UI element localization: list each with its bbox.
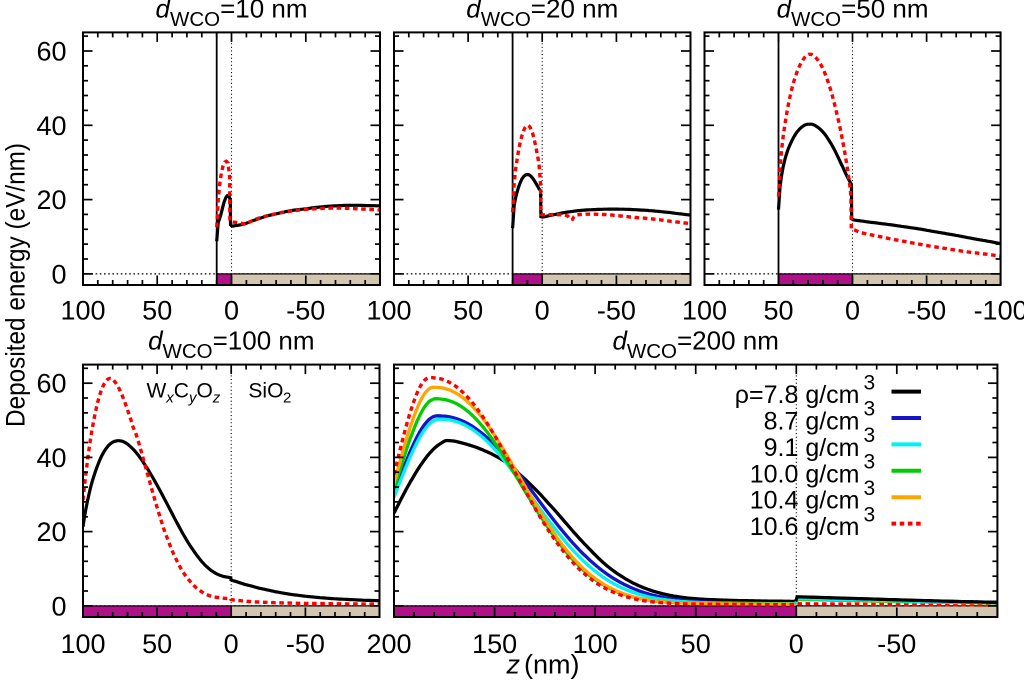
svg-text:20: 20 (36, 185, 66, 215)
svg-text:20: 20 (36, 517, 66, 547)
svg-text:ρ=7.8 g/cm: ρ=7.8 g/cm (735, 381, 860, 409)
svg-text:0: 0 (51, 591, 66, 621)
svg-text:x: x (165, 390, 174, 407)
svg-text:50: 50 (142, 296, 172, 326)
svg-text:100: 100 (682, 296, 727, 326)
svg-text:50: 50 (763, 296, 793, 326)
svg-text:3: 3 (864, 398, 876, 421)
svg-text:0: 0 (224, 296, 239, 326)
svg-text:0: 0 (535, 296, 550, 326)
svg-text:0: 0 (224, 629, 239, 659)
svg-text:WCO: WCO (627, 340, 677, 363)
svg-text:z: z (212, 390, 221, 407)
svg-text:3: 3 (864, 371, 876, 394)
svg-text:200: 200 (366, 629, 411, 659)
svg-text:-100: -100 (974, 296, 1024, 326)
svg-text:50: 50 (453, 296, 483, 326)
svg-text:100: 100 (60, 629, 105, 659)
svg-text:10.4 g/cm: 10.4 g/cm (750, 487, 860, 515)
svg-text:50: 50 (681, 629, 711, 659)
svg-text:z: z (506, 650, 521, 680)
svg-text:40: 40 (36, 111, 66, 141)
svg-text:100: 100 (366, 296, 411, 326)
svg-text:-50: -50 (877, 629, 916, 659)
svg-text:=200 nm: =200 nm (677, 325, 779, 355)
svg-text:0: 0 (51, 259, 66, 289)
svg-text:3: 3 (864, 451, 876, 474)
svg-text:100: 100 (60, 296, 105, 326)
svg-text:-50: -50 (907, 296, 946, 326)
svg-text:0: 0 (845, 296, 860, 326)
svg-text:-50: -50 (597, 296, 636, 326)
svg-text:10.0 g/cm: 10.0 g/cm (750, 460, 860, 488)
svg-text:-50: -50 (286, 296, 325, 326)
svg-text:=50 nm: =50 nm (841, 0, 928, 24)
svg-text:3: 3 (864, 503, 876, 526)
svg-text:WCO: WCO (170, 8, 220, 31)
svg-text:10.6 g/cm: 10.6 g/cm (750, 513, 860, 541)
svg-text:C: C (174, 379, 189, 402)
svg-text:d: d (613, 325, 629, 355)
svg-text:d: d (466, 0, 482, 24)
svg-text:d: d (777, 0, 793, 24)
svg-text:d: d (148, 325, 164, 355)
svg-text:W: W (147, 379, 167, 402)
svg-text:=10 nm: =10 nm (220, 0, 307, 24)
svg-text:100: 100 (573, 629, 618, 659)
svg-text:WCO: WCO (791, 8, 841, 31)
svg-text:0: 0 (789, 629, 804, 659)
svg-text:60: 60 (36, 37, 66, 67)
svg-text:(nm): (nm) (524, 650, 580, 680)
svg-text:3: 3 (864, 477, 876, 500)
svg-text:60: 60 (36, 369, 66, 399)
svg-text:SiO: SiO (248, 379, 283, 402)
svg-text:WCO: WCO (163, 340, 213, 363)
svg-text:=20 nm: =20 nm (531, 0, 618, 24)
svg-text:=100 nm: =100 nm (213, 325, 315, 355)
svg-text:2: 2 (283, 390, 291, 407)
svg-text:WCO: WCO (481, 8, 531, 31)
svg-text:50: 50 (142, 629, 172, 659)
svg-text:-50: -50 (286, 629, 325, 659)
svg-text:150: 150 (472, 629, 517, 659)
svg-text:d: d (156, 0, 172, 24)
svg-text:40: 40 (36, 443, 66, 473)
svg-text:O: O (197, 379, 213, 402)
svg-text:9.1 g/cm: 9.1 g/cm (764, 434, 860, 462)
svg-text:y: y (188, 390, 198, 407)
svg-text:Deposited energy (eV/nm): Deposited energy (eV/nm) (1, 143, 31, 427)
svg-text:8.7 g/cm: 8.7 g/cm (764, 408, 860, 436)
svg-text:3: 3 (864, 424, 876, 447)
